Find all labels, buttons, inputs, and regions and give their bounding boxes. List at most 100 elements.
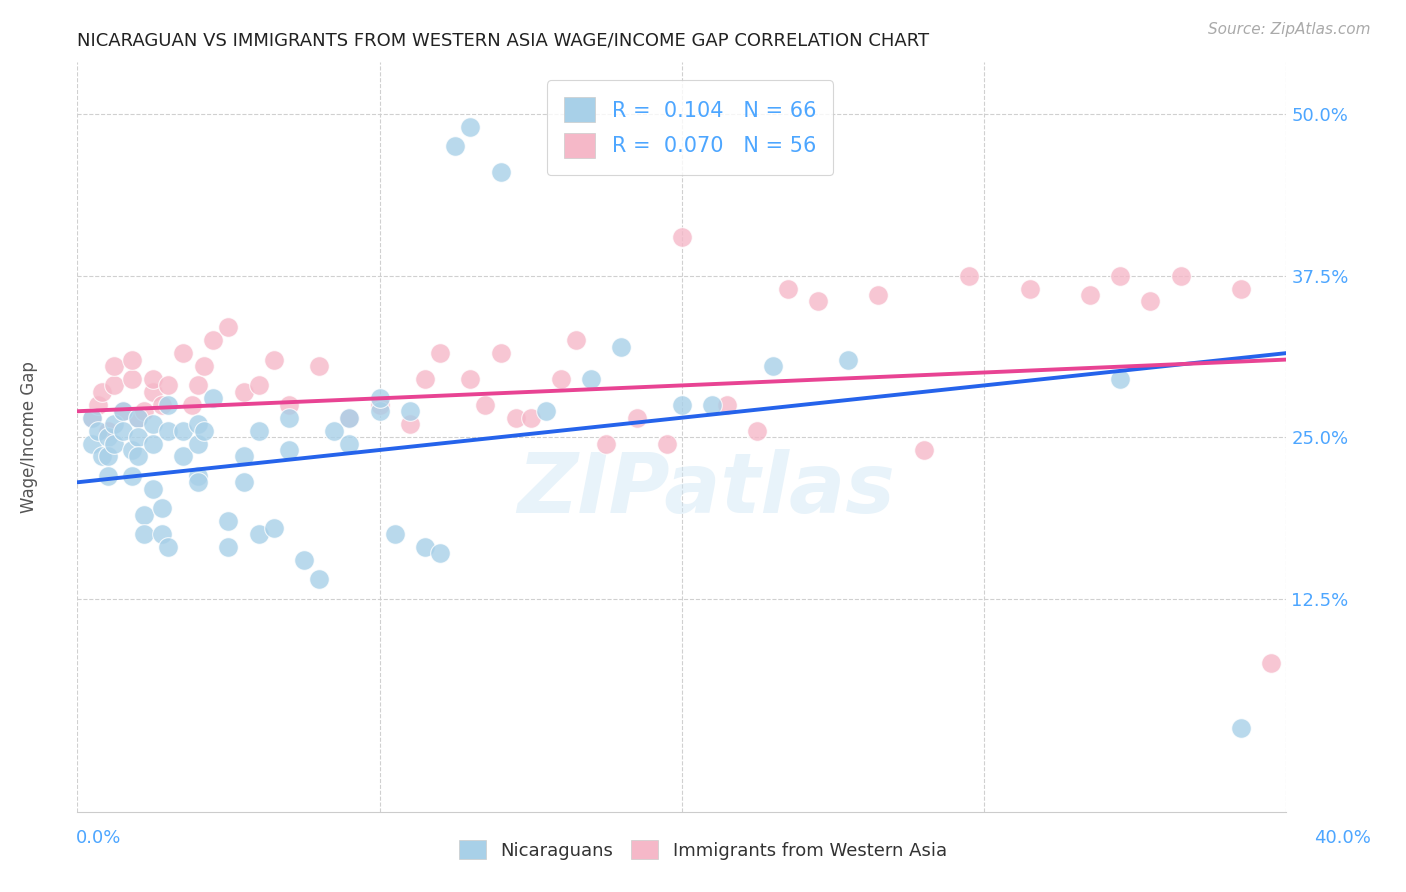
Text: NICARAGUAN VS IMMIGRANTS FROM WESTERN ASIA WAGE/INCOME GAP CORRELATION CHART: NICARAGUAN VS IMMIGRANTS FROM WESTERN AS…	[77, 31, 929, 49]
Point	[337, 436, 360, 450]
Point	[218, 540, 240, 554]
Legend: Nicaraguans, Immigrants from Western Asia: Nicaraguans, Immigrants from Western Asi…	[451, 832, 955, 867]
Point	[671, 230, 693, 244]
Point	[458, 120, 481, 134]
Legend: R =  0.104   N = 66, R =  0.070   N = 56: R = 0.104 N = 66, R = 0.070 N = 56	[547, 80, 832, 175]
Point	[150, 527, 173, 541]
Point	[474, 398, 496, 412]
Point	[142, 372, 165, 386]
Point	[1109, 372, 1132, 386]
Point	[96, 424, 118, 438]
Point	[263, 520, 285, 534]
Point	[111, 424, 134, 438]
Point	[458, 372, 481, 386]
Point	[520, 410, 543, 425]
Point	[157, 378, 180, 392]
Point	[337, 410, 360, 425]
Point	[181, 398, 204, 412]
Point	[193, 424, 215, 438]
Point	[202, 392, 225, 406]
Point	[247, 527, 270, 541]
Point	[776, 281, 799, 295]
Point	[399, 417, 422, 432]
Point	[172, 346, 194, 360]
Point	[142, 482, 165, 496]
Point	[489, 165, 512, 179]
Point	[142, 417, 165, 432]
Point	[1018, 281, 1040, 295]
Point	[127, 450, 149, 464]
Point	[716, 398, 738, 412]
Point	[121, 468, 143, 483]
Point	[308, 572, 330, 586]
Point	[762, 359, 785, 373]
Point	[127, 410, 149, 425]
Point	[1139, 294, 1161, 309]
Point	[368, 392, 391, 406]
Point	[912, 442, 935, 457]
Text: 40.0%: 40.0%	[1315, 829, 1371, 847]
Point	[132, 527, 155, 541]
Point	[323, 424, 346, 438]
Point	[103, 436, 125, 450]
Text: ZIPatlas: ZIPatlas	[517, 449, 896, 530]
Point	[121, 372, 143, 386]
Point	[87, 398, 110, 412]
Point	[127, 430, 149, 444]
Text: 0.0%: 0.0%	[76, 829, 121, 847]
Point	[505, 410, 527, 425]
Point	[368, 404, 391, 418]
Point	[142, 384, 165, 399]
Point	[157, 398, 180, 412]
Point	[263, 352, 285, 367]
Point	[837, 352, 859, 367]
Point	[142, 436, 165, 450]
Point	[132, 508, 155, 522]
Point	[413, 540, 436, 554]
Point	[187, 417, 209, 432]
Point	[1170, 268, 1192, 283]
Point	[565, 333, 588, 347]
Point	[96, 468, 118, 483]
Point	[187, 468, 209, 483]
Point	[150, 398, 173, 412]
Point	[127, 410, 149, 425]
Point	[121, 352, 143, 367]
Point	[150, 501, 173, 516]
Point	[1230, 281, 1253, 295]
Point	[187, 378, 209, 392]
Point	[247, 378, 270, 392]
Point	[429, 546, 451, 560]
Point	[132, 404, 155, 418]
Point	[1078, 288, 1101, 302]
Point	[218, 514, 240, 528]
Point	[1230, 721, 1253, 735]
Point	[82, 436, 104, 450]
Point	[610, 340, 633, 354]
Point	[534, 404, 557, 418]
Point	[232, 450, 254, 464]
Text: Source: ZipAtlas.com: Source: ZipAtlas.com	[1208, 22, 1371, 37]
Point	[82, 410, 104, 425]
Point	[1109, 268, 1132, 283]
Point	[111, 404, 134, 418]
Point	[172, 450, 194, 464]
Point	[90, 384, 112, 399]
Point	[595, 436, 617, 450]
Point	[399, 404, 422, 418]
Point	[278, 398, 301, 412]
Point	[489, 346, 512, 360]
Point	[111, 404, 134, 418]
Point	[187, 436, 209, 450]
Point	[292, 553, 315, 567]
Point	[96, 450, 118, 464]
Point	[96, 430, 118, 444]
Point	[626, 410, 648, 425]
Point	[157, 540, 180, 554]
Point	[157, 424, 180, 438]
Point	[232, 475, 254, 490]
Point	[121, 442, 143, 457]
Point	[90, 450, 112, 464]
Point	[957, 268, 980, 283]
Point	[337, 410, 360, 425]
